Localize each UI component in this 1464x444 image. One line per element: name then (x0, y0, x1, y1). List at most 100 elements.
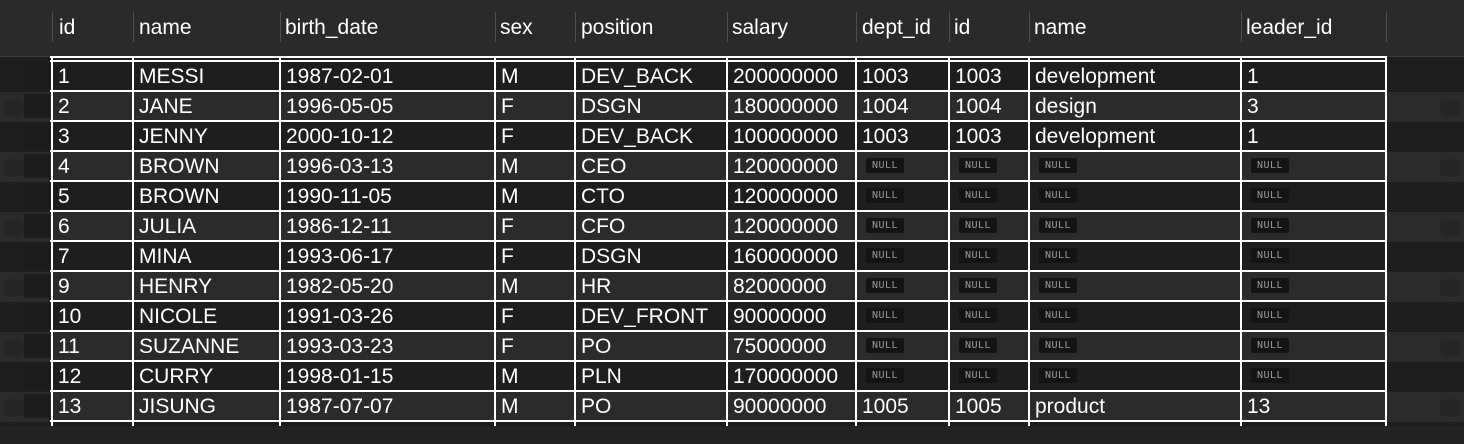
cell-position[interactable]: DEV_BACK (581, 65, 694, 88)
cell-salary[interactable]: 120000000 (733, 185, 839, 208)
null-badge-leader-id[interactable]: NULL (1251, 338, 1290, 353)
cell-id[interactable]: 13 (58, 395, 82, 418)
null-badge-leader-id[interactable]: NULL (1251, 218, 1290, 233)
cell-birth-date[interactable]: 1993-03-23 (286, 335, 394, 358)
cell-salary[interactable]: 160000000 (733, 245, 839, 268)
cell-id[interactable]: 5 (58, 185, 70, 208)
cell-salary[interactable]: 75000000 (733, 335, 827, 358)
cell-position[interactable]: DSGN (581, 95, 642, 118)
table-row[interactable] (0, 152, 1464, 182)
row-selector[interactable] (24, 124, 50, 148)
cell-dept-id[interactable]: 1004 (862, 95, 909, 118)
column-resize-handle[interactable] (280, 12, 281, 42)
row-selector[interactable] (24, 214, 50, 238)
cell-dept-id[interactable]: 1005 (862, 395, 909, 418)
cell-id[interactable]: 6 (58, 215, 70, 238)
cell-birth-date[interactable]: 1987-07-07 (286, 395, 394, 418)
cell-id[interactable]: 11 (58, 335, 80, 358)
cell-name[interactable]: HENRY (139, 275, 213, 298)
cell-name[interactable]: SUZANNE (139, 335, 240, 358)
column-resize-handle[interactable] (1386, 12, 1387, 42)
cell-salary[interactable]: 82000000 (733, 275, 827, 298)
cell-dept-ref-id[interactable]: 1005 (955, 395, 1002, 418)
cell-dept-id[interactable]: 1003 (862, 125, 909, 148)
cell-birth-date[interactable]: 1996-05-05 (286, 95, 394, 118)
table-row[interactable] (0, 272, 1464, 302)
cell-birth-date[interactable]: 1990-11-05 (286, 185, 392, 208)
cell-position[interactable]: PO (581, 395, 612, 418)
cell-id[interactable]: 10 (58, 305, 82, 328)
cell-sex[interactable]: M (501, 395, 519, 418)
null-badge-dept-ref-id[interactable]: NULL (959, 368, 998, 383)
null-badge-dept-name[interactable]: NULL (1039, 188, 1078, 203)
cell-sex[interactable]: F (501, 125, 514, 148)
null-badge-leader-id[interactable]: NULL (1251, 248, 1290, 263)
column-header-dept-name[interactable]: name (1034, 16, 1087, 39)
cell-position[interactable]: PLN (581, 365, 622, 388)
cell-name[interactable]: BROWN (139, 185, 220, 208)
row-selector[interactable] (24, 274, 50, 298)
cell-dept-name[interactable]: development (1035, 125, 1156, 148)
column-resize-handle[interactable] (949, 12, 950, 42)
null-badge-dept-ref-id[interactable]: NULL (959, 338, 998, 353)
column-header-position[interactable]: position (581, 16, 654, 39)
cell-leader-id[interactable]: 13 (1247, 395, 1271, 418)
cell-birth-date[interactable]: 1993-06-17 (286, 245, 394, 268)
cell-leader-id[interactable]: 1 (1247, 125, 1259, 148)
cell-position[interactable]: CTO (581, 185, 625, 208)
cell-position[interactable]: HR (581, 275, 612, 298)
null-badge-dept-name[interactable]: NULL (1039, 158, 1078, 173)
cell-position[interactable]: DEV_FRONT (581, 305, 709, 328)
column-header-dept-id[interactable]: dept_id (862, 16, 931, 39)
table-row[interactable] (0, 332, 1464, 362)
cell-sex[interactable]: M (501, 185, 519, 208)
column-header-leader-id[interactable]: leader_id (1246, 16, 1333, 39)
cell-id[interactable]: 9 (58, 275, 70, 298)
cell-name[interactable]: BROWN (139, 155, 220, 178)
null-badge-dept-id[interactable]: NULL (866, 308, 905, 323)
cell-dept-name[interactable]: development (1035, 65, 1156, 88)
cell-name[interactable]: JENNY (139, 125, 208, 148)
null-badge-dept-id[interactable]: NULL (866, 158, 905, 173)
null-badge-dept-name[interactable]: NULL (1039, 218, 1078, 233)
cell-sex[interactable]: F (501, 215, 514, 238)
cell-dept-ref-id[interactable]: 1003 (955, 125, 1002, 148)
cell-name[interactable]: JANE (139, 95, 193, 118)
column-header-birth-date[interactable]: birth_date (285, 16, 379, 39)
null-badge-dept-id[interactable]: NULL (866, 188, 905, 203)
cell-birth-date[interactable]: 1982-05-20 (286, 275, 394, 298)
null-badge-leader-id[interactable]: NULL (1251, 188, 1290, 203)
cell-name[interactable]: JULIA (139, 215, 197, 238)
null-badge-leader-id[interactable]: NULL (1251, 368, 1290, 383)
cell-id[interactable]: 12 (58, 365, 82, 388)
cell-birth-date[interactable]: 1998-01-15 (286, 365, 394, 388)
cell-birth-date[interactable]: 1991-03-26 (286, 305, 394, 328)
column-resize-handle[interactable] (1029, 12, 1030, 42)
cell-position[interactable]: CFO (581, 215, 626, 238)
null-badge-dept-name[interactable]: NULL (1039, 308, 1078, 323)
cell-sex[interactable]: M (501, 365, 519, 388)
column-header-name[interactable]: name (139, 16, 192, 39)
cell-sex[interactable]: M (501, 155, 519, 178)
cell-salary[interactable]: 120000000 (733, 155, 839, 178)
cell-sex[interactable]: M (501, 275, 519, 298)
column-resize-handle[interactable] (495, 12, 496, 42)
cell-salary[interactable]: 100000000 (733, 125, 839, 148)
cell-id[interactable]: 1 (58, 65, 70, 88)
null-badge-dept-ref-id[interactable]: NULL (959, 248, 998, 263)
null-badge-dept-id[interactable]: NULL (866, 278, 905, 293)
null-badge-leader-id[interactable]: NULL (1251, 158, 1290, 173)
null-badge-dept-id[interactable]: NULL (866, 218, 905, 233)
cell-sex[interactable]: M (501, 65, 519, 88)
cell-id[interactable]: 2 (58, 95, 70, 118)
column-resize-handle[interactable] (727, 12, 728, 42)
null-badge-dept-ref-id[interactable]: NULL (959, 308, 998, 323)
cell-sex[interactable]: F (501, 305, 514, 328)
cell-salary[interactable]: 180000000 (733, 95, 839, 118)
cell-leader-id[interactable]: 1 (1247, 65, 1259, 88)
row-selector[interactable] (24, 154, 50, 178)
cell-birth-date[interactable]: 2000-10-12 (286, 125, 394, 148)
cell-position[interactable]: CEO (581, 155, 627, 178)
cell-birth-date[interactable]: 1987-02-01 (286, 65, 394, 88)
null-badge-leader-id[interactable]: NULL (1251, 308, 1290, 323)
